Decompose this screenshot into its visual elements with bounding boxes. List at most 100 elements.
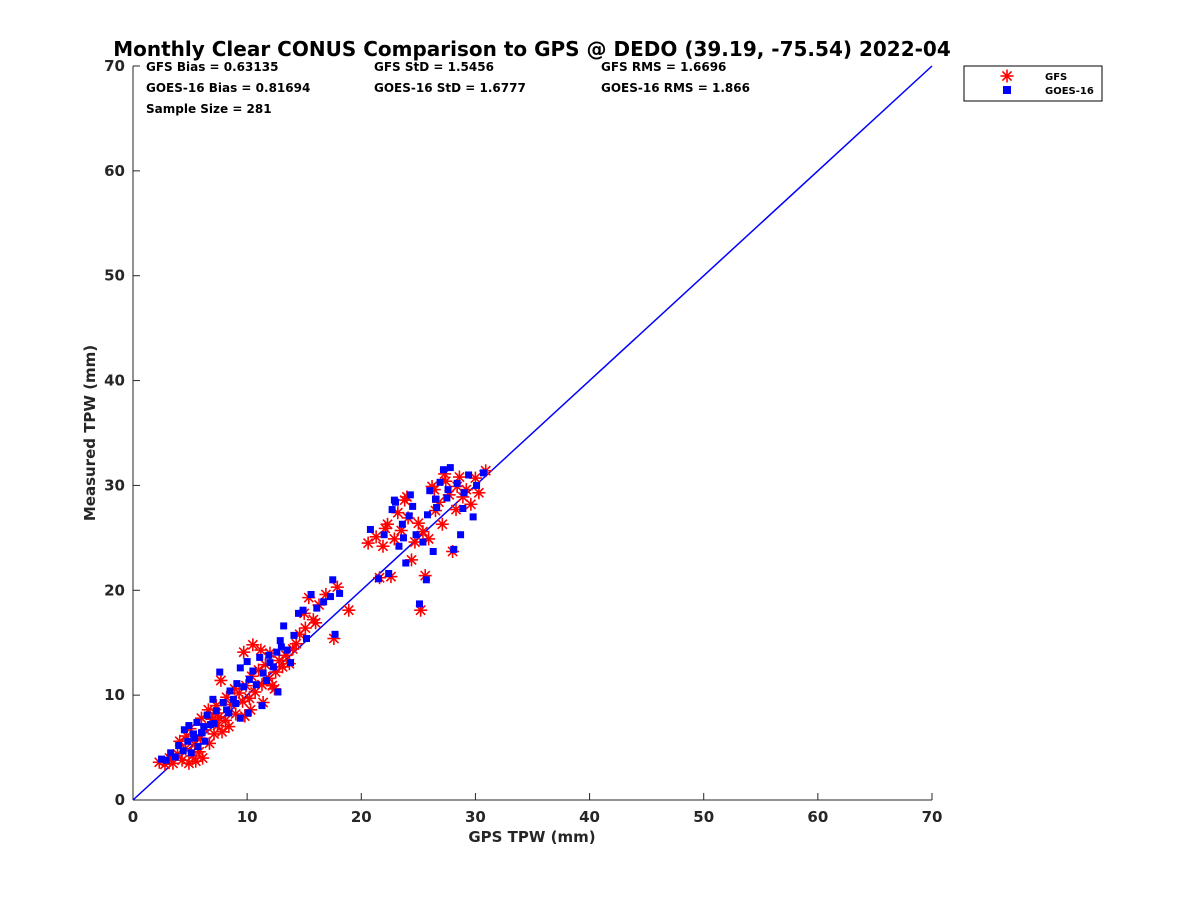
goes16-point	[274, 688, 282, 696]
goes16-point	[259, 669, 267, 677]
goes16-point	[258, 702, 266, 710]
goes16-point	[269, 663, 277, 671]
plot-area	[132, 66, 932, 801]
x-tick-label: 60	[807, 808, 828, 826]
goes-std-stat: GOES-16 StD = 1.6777	[374, 81, 526, 95]
goes16-point	[240, 683, 248, 691]
goes16-point	[243, 658, 251, 666]
goes16-point	[287, 659, 295, 667]
gfs-point	[309, 616, 323, 630]
goes16-point	[162, 756, 170, 764]
gfs-point	[361, 536, 375, 550]
goes16-point	[465, 471, 473, 479]
goes16-point	[263, 676, 271, 684]
goes16-point	[374, 575, 382, 583]
goes16-point	[444, 486, 452, 494]
y-axis-label: Measured TPW (mm)	[81, 345, 99, 521]
goes16-point	[189, 730, 197, 738]
y-tick-label: 10	[104, 686, 125, 704]
goes16-point	[450, 545, 458, 553]
gfs-point	[214, 673, 228, 687]
goes16-point	[167, 749, 175, 757]
goes16-point	[469, 513, 477, 521]
x-tick-label: 30	[465, 808, 486, 826]
gfs-bias-stat: GFS Bias = 0.63135	[146, 60, 278, 74]
goes16-point	[398, 520, 406, 528]
goes16-point	[329, 576, 337, 584]
goes16-point	[232, 700, 240, 708]
y-tick-label: 40	[104, 372, 125, 390]
goes16-point	[400, 534, 408, 542]
legend: GFS GOES-16	[963, 65, 1103, 102]
goes16-point	[256, 653, 264, 661]
goes16-point	[423, 511, 431, 519]
goes-bias-stat: GOES-16 Bias = 0.81694	[146, 81, 310, 95]
goes16-point	[252, 681, 260, 689]
goes16-point	[225, 709, 233, 717]
goes16-point	[191, 734, 199, 742]
goes16-point	[380, 531, 388, 539]
goes16-point	[179, 747, 187, 755]
gfs-point	[289, 637, 303, 651]
goes16-point	[219, 698, 227, 706]
goes16-point	[366, 525, 374, 533]
goes16-point	[479, 469, 487, 477]
goes16-point	[457, 531, 465, 539]
gfs-point	[237, 645, 251, 659]
gfs-point	[376, 539, 390, 553]
gfs-point	[342, 603, 356, 617]
goes16-point	[244, 709, 252, 717]
goes16-point	[460, 489, 468, 497]
goes16-point	[265, 651, 273, 659]
x-tick-label: 50	[693, 808, 714, 826]
goes16-point	[307, 590, 315, 598]
goes16-point	[406, 491, 414, 499]
y-tick-label: 70	[104, 57, 125, 75]
gfs-point	[215, 725, 229, 739]
goes16-point	[405, 512, 413, 520]
goes16-point	[402, 559, 410, 567]
goes16-point	[216, 668, 224, 676]
goes16-point	[439, 466, 447, 474]
goes16-point	[422, 576, 430, 584]
goes16-point	[453, 479, 461, 487]
goes16-point	[280, 622, 288, 630]
x-tick-label: 0	[128, 808, 138, 826]
goes16-point	[412, 531, 420, 539]
goes16-point	[443, 494, 451, 502]
goes16-point	[433, 503, 441, 511]
gfs-rms-stat: GFS RMS = 1.6696	[601, 60, 726, 74]
gfs-point	[222, 720, 236, 734]
y-tick-label: 50	[104, 267, 125, 285]
goes16-point	[236, 664, 244, 672]
goes16-point	[459, 504, 467, 512]
goes16-point	[194, 743, 202, 751]
goes16-point	[431, 495, 439, 503]
goes16-point	[446, 464, 454, 472]
chart-title: Monthly Clear CONUS Comparison to GPS @ …	[113, 37, 951, 61]
goes16-point	[171, 753, 179, 761]
goes16-point	[336, 589, 344, 597]
goes16-point	[187, 749, 195, 757]
goes16-point	[249, 667, 257, 675]
gfs-point	[298, 621, 312, 635]
x-tick-label: 70	[922, 808, 943, 826]
y-tick-label: 60	[104, 162, 125, 180]
goes16-point	[426, 487, 434, 495]
goes16-point	[283, 646, 291, 654]
goes16-point	[295, 609, 303, 617]
goes16-point	[209, 695, 217, 703]
gfs-point	[449, 503, 463, 517]
goes-rms-stat: GOES-16 RMS = 1.866	[601, 81, 750, 95]
goes16-point	[180, 726, 188, 734]
goes16-point	[158, 755, 166, 763]
gfs-point	[464, 497, 478, 511]
legend-box	[963, 65, 1103, 102]
axis-ticks: 0 10 20 30 40 50 60 70 0 10 20 30 40 50 60 70	[104, 57, 942, 826]
goes16-point	[409, 502, 417, 510]
legend-gfs-asterisk	[1000, 69, 1014, 83]
goes16-point	[236, 714, 244, 722]
goes16-point	[436, 478, 444, 486]
goes16-point	[388, 506, 396, 514]
